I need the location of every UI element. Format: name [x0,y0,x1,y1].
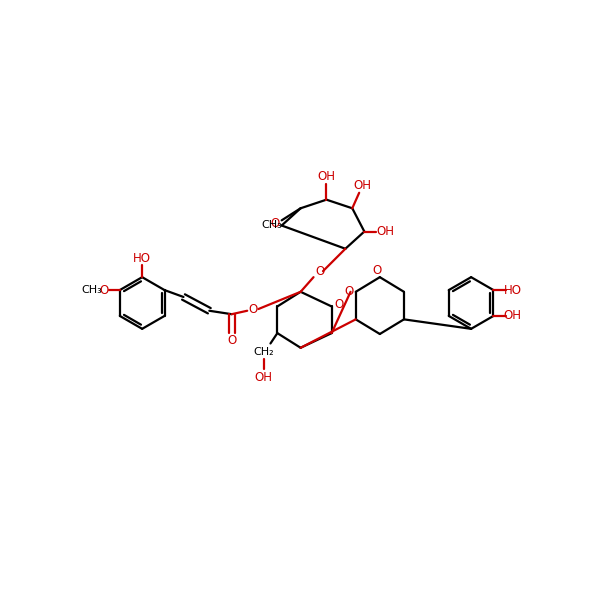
Text: OH: OH [353,179,371,191]
Text: OH: OH [254,371,272,383]
Text: O: O [227,334,236,347]
Text: O: O [270,217,280,230]
Text: CH₃: CH₃ [262,220,283,230]
Text: O: O [315,265,324,278]
Text: O: O [344,286,353,298]
Text: HO: HO [503,284,521,296]
Text: HO: HO [133,252,151,265]
Text: O: O [248,302,258,316]
Text: OH: OH [376,225,394,238]
Text: O: O [100,284,109,296]
Text: CH₂: CH₂ [253,347,274,357]
Text: O: O [334,298,343,311]
Text: O: O [373,264,382,277]
Text: CH₃: CH₃ [82,285,103,295]
Text: OH: OH [503,310,521,322]
Text: OH: OH [317,170,335,183]
